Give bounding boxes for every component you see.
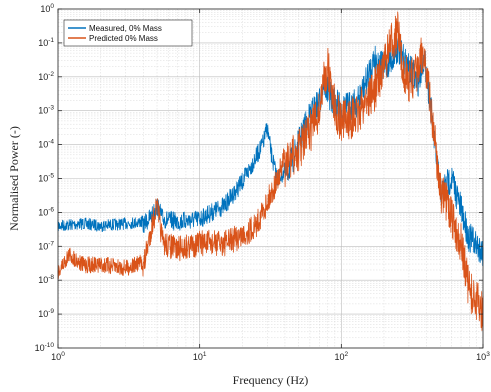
y-tick-label: 10-6 (38, 206, 54, 217)
legend-label-measured: Measured, 0% Mass (89, 24, 162, 33)
y-tick-label: 10-8 (38, 274, 54, 285)
y-tick-label: 10-3 (38, 105, 54, 116)
x-tick-label: 101 (193, 351, 207, 362)
x-tick-label: 102 (335, 351, 349, 362)
tick-marks (57, 8, 484, 349)
x-axis-title: Frequency (Hz) (233, 373, 309, 387)
y-tick-label: 10-7 (38, 240, 54, 251)
series-group (57, 11, 484, 331)
tick-labels: 100 101 102 103 10-10 10-9 10-8 10-7 10-6 10-5 10-… (35, 3, 491, 362)
x-tick-label: 100 (51, 351, 65, 362)
x-tick-label: 103 (476, 351, 490, 362)
y-tick-label: 10-10 (35, 342, 55, 353)
series-line-predicted (57, 11, 484, 331)
y-tick-label: 10-9 (38, 308, 54, 319)
y-tick-label: 10-5 (38, 173, 54, 184)
y-tick-label: 10-1 (38, 37, 54, 48)
legend: Measured, 0% Mass Predicted 0% Mass (63, 19, 193, 47)
legend-box (63, 19, 193, 47)
legend-label-predicted: Predicted 0% Mass (89, 34, 158, 43)
y-tick-label: 10-2 (38, 71, 54, 82)
y-tick-label: 100 (40, 3, 54, 14)
y-tick-label: 10-4 (38, 139, 54, 150)
y-axis-title: Normalised Power (-) (7, 126, 21, 231)
